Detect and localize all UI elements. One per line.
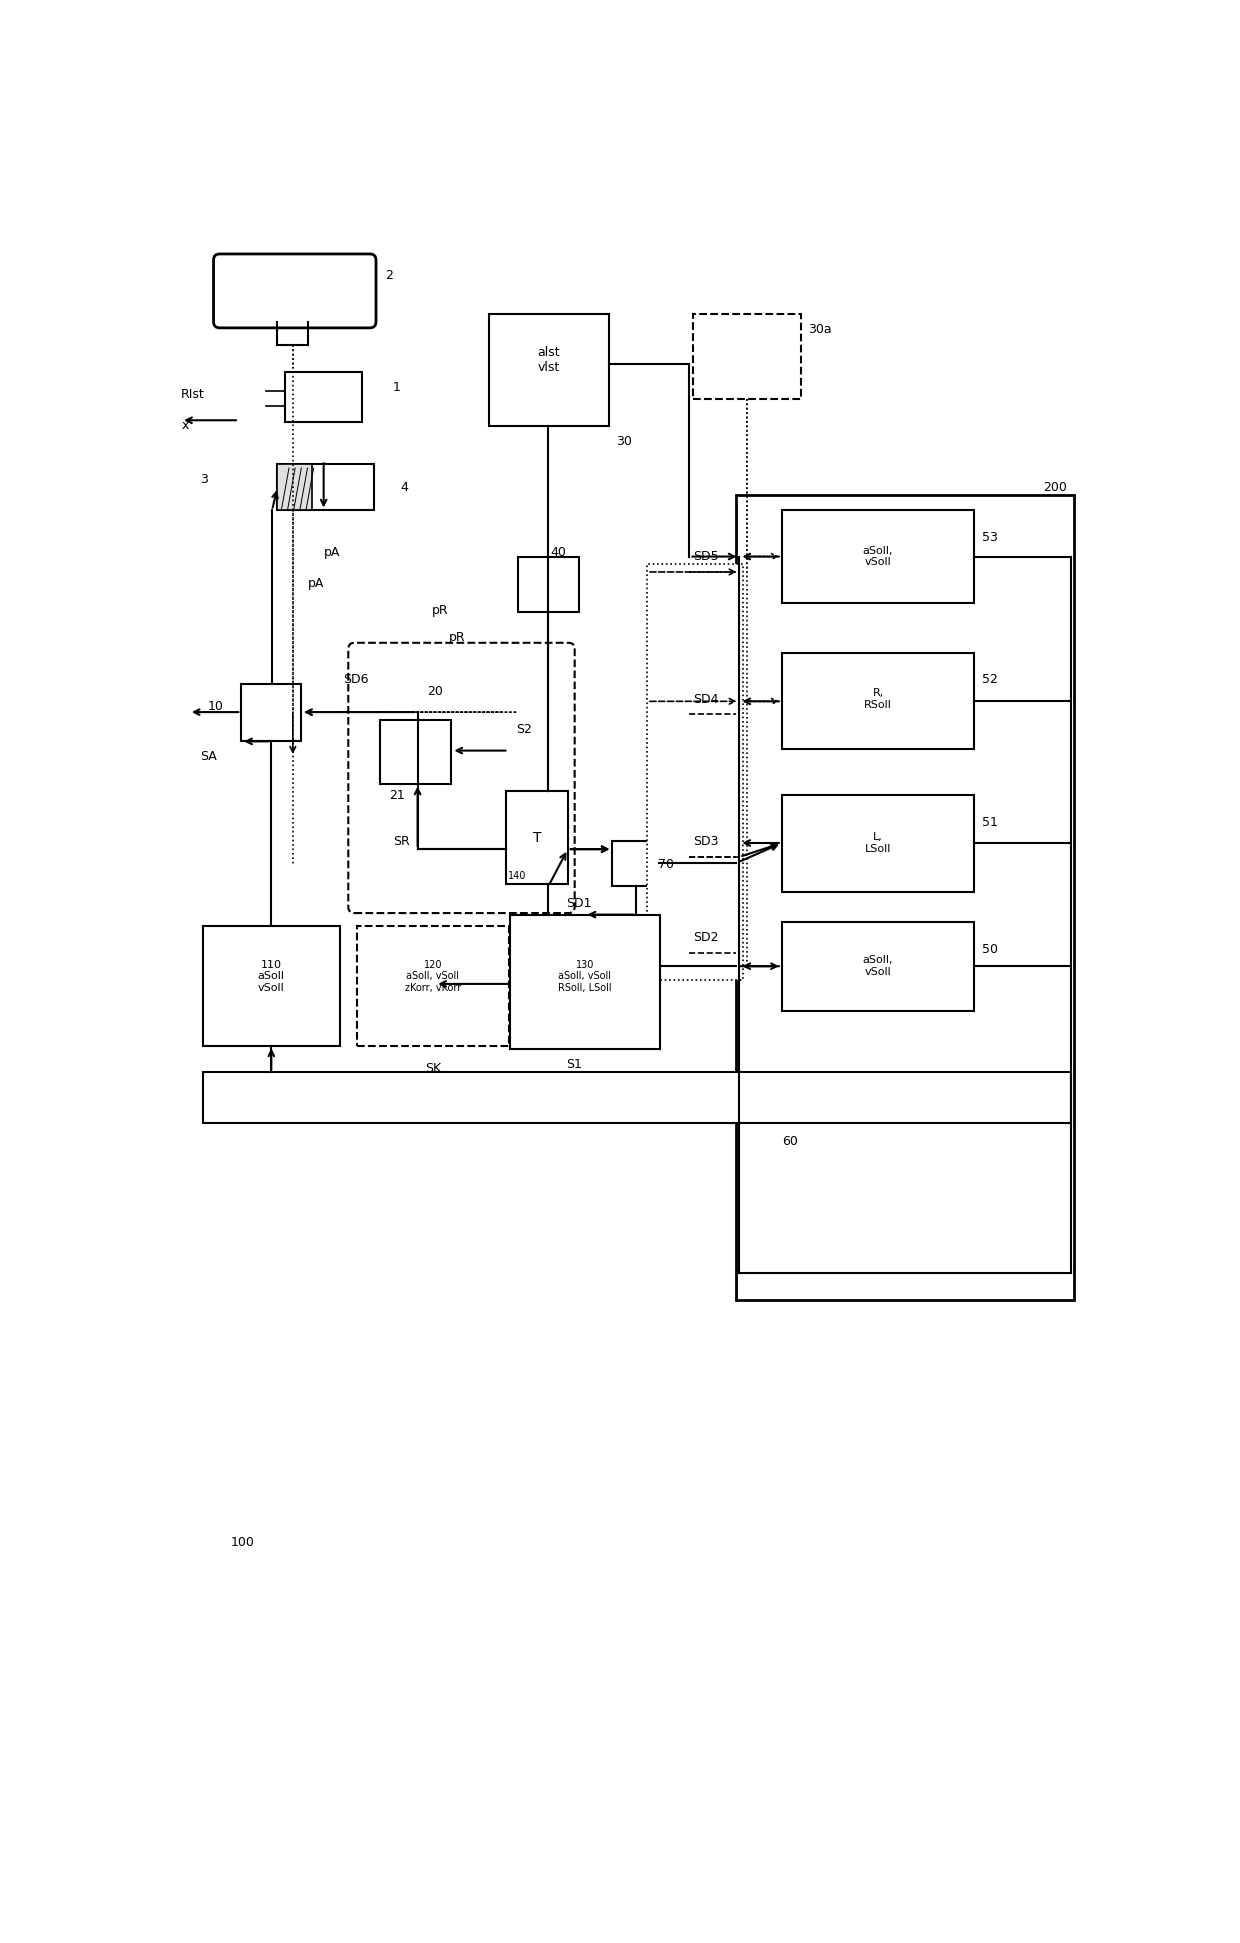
Bar [693, 315, 801, 398]
Bar [613, 841, 660, 886]
Text: pR: pR [432, 604, 448, 618]
Text: 10: 10 [208, 699, 223, 713]
Text: 120
aSoll, vSoll
zKorr, vKorr: 120 aSoll, vSoll zKorr, vKorr [405, 960, 461, 993]
Text: 4: 4 [401, 480, 408, 494]
Text: 21: 21 [389, 789, 404, 802]
Text: SA: SA [201, 750, 217, 764]
Text: x: x [181, 420, 188, 431]
Text: SK: SK [425, 1063, 441, 1074]
Text: pA: pA [324, 546, 340, 560]
Text: 40: 40 [551, 546, 567, 560]
Text: 30a: 30a [808, 323, 832, 336]
Bar [781, 923, 975, 1010]
FancyBboxPatch shape [348, 643, 574, 913]
Text: 20: 20 [428, 684, 443, 698]
Text: SD1: SD1 [567, 896, 591, 909]
Bar [781, 795, 975, 892]
Bar [379, 719, 451, 783]
Text: 60: 60 [781, 1135, 797, 1148]
Bar [203, 1073, 1070, 1123]
Text: alst
vlst: alst vlst [537, 346, 559, 375]
Text: 51: 51 [982, 816, 998, 830]
Bar [647, 563, 743, 979]
Text: 53: 53 [982, 530, 998, 544]
Bar [285, 371, 362, 422]
Text: 50: 50 [982, 942, 998, 956]
Bar [278, 464, 312, 511]
Bar [506, 791, 568, 884]
Text: 1: 1 [393, 381, 401, 394]
Bar [357, 927, 510, 1045]
Text: L,
LSoll: L, LSoll [864, 832, 892, 853]
Text: 140: 140 [508, 870, 527, 880]
Text: 70: 70 [658, 859, 675, 870]
Bar [518, 556, 579, 612]
Bar [242, 684, 301, 742]
Text: pR: pR [449, 631, 466, 643]
Text: SD6: SD6 [343, 674, 368, 686]
Text: 130
aSoll, vSoll
RSoll, LSoll: 130 aSoll, vSoll RSoll, LSoll [558, 960, 611, 993]
Text: 2: 2 [386, 268, 393, 282]
Bar [203, 927, 340, 1045]
Text: 200: 200 [1043, 480, 1068, 494]
Text: SD4: SD4 [693, 692, 719, 705]
Text: S1: S1 [567, 1059, 582, 1071]
Text: R,
RSoll: R, RSoll [864, 688, 892, 709]
FancyBboxPatch shape [213, 255, 376, 328]
Bar [781, 653, 975, 750]
Text: SD5: SD5 [693, 550, 719, 563]
Bar [735, 495, 1074, 1300]
Text: pA: pA [309, 577, 325, 591]
Text: 52: 52 [982, 674, 998, 686]
Text: SD3: SD3 [693, 835, 719, 847]
Text: SR: SR [393, 835, 409, 847]
Bar [490, 315, 609, 426]
Text: T: T [533, 830, 541, 845]
Text: S2: S2 [516, 723, 532, 736]
Bar [510, 915, 660, 1049]
Text: RIst: RIst [181, 389, 205, 402]
Bar [278, 464, 373, 511]
Text: 100: 100 [231, 1535, 254, 1549]
Text: aSoll,
vSoll: aSoll, vSoll [863, 546, 893, 567]
Text: SD2: SD2 [693, 931, 719, 944]
Text: aSoll,
vSoll: aSoll, vSoll [863, 956, 893, 977]
Text: 3: 3 [201, 472, 208, 486]
Text: 110
aSoll
vSoll: 110 aSoll vSoll [258, 960, 285, 993]
Text: 30: 30 [616, 435, 632, 447]
Bar [781, 511, 975, 602]
